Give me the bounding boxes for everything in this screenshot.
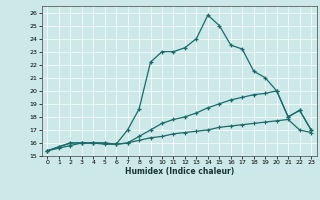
- X-axis label: Humidex (Indice chaleur): Humidex (Indice chaleur): [124, 167, 234, 176]
